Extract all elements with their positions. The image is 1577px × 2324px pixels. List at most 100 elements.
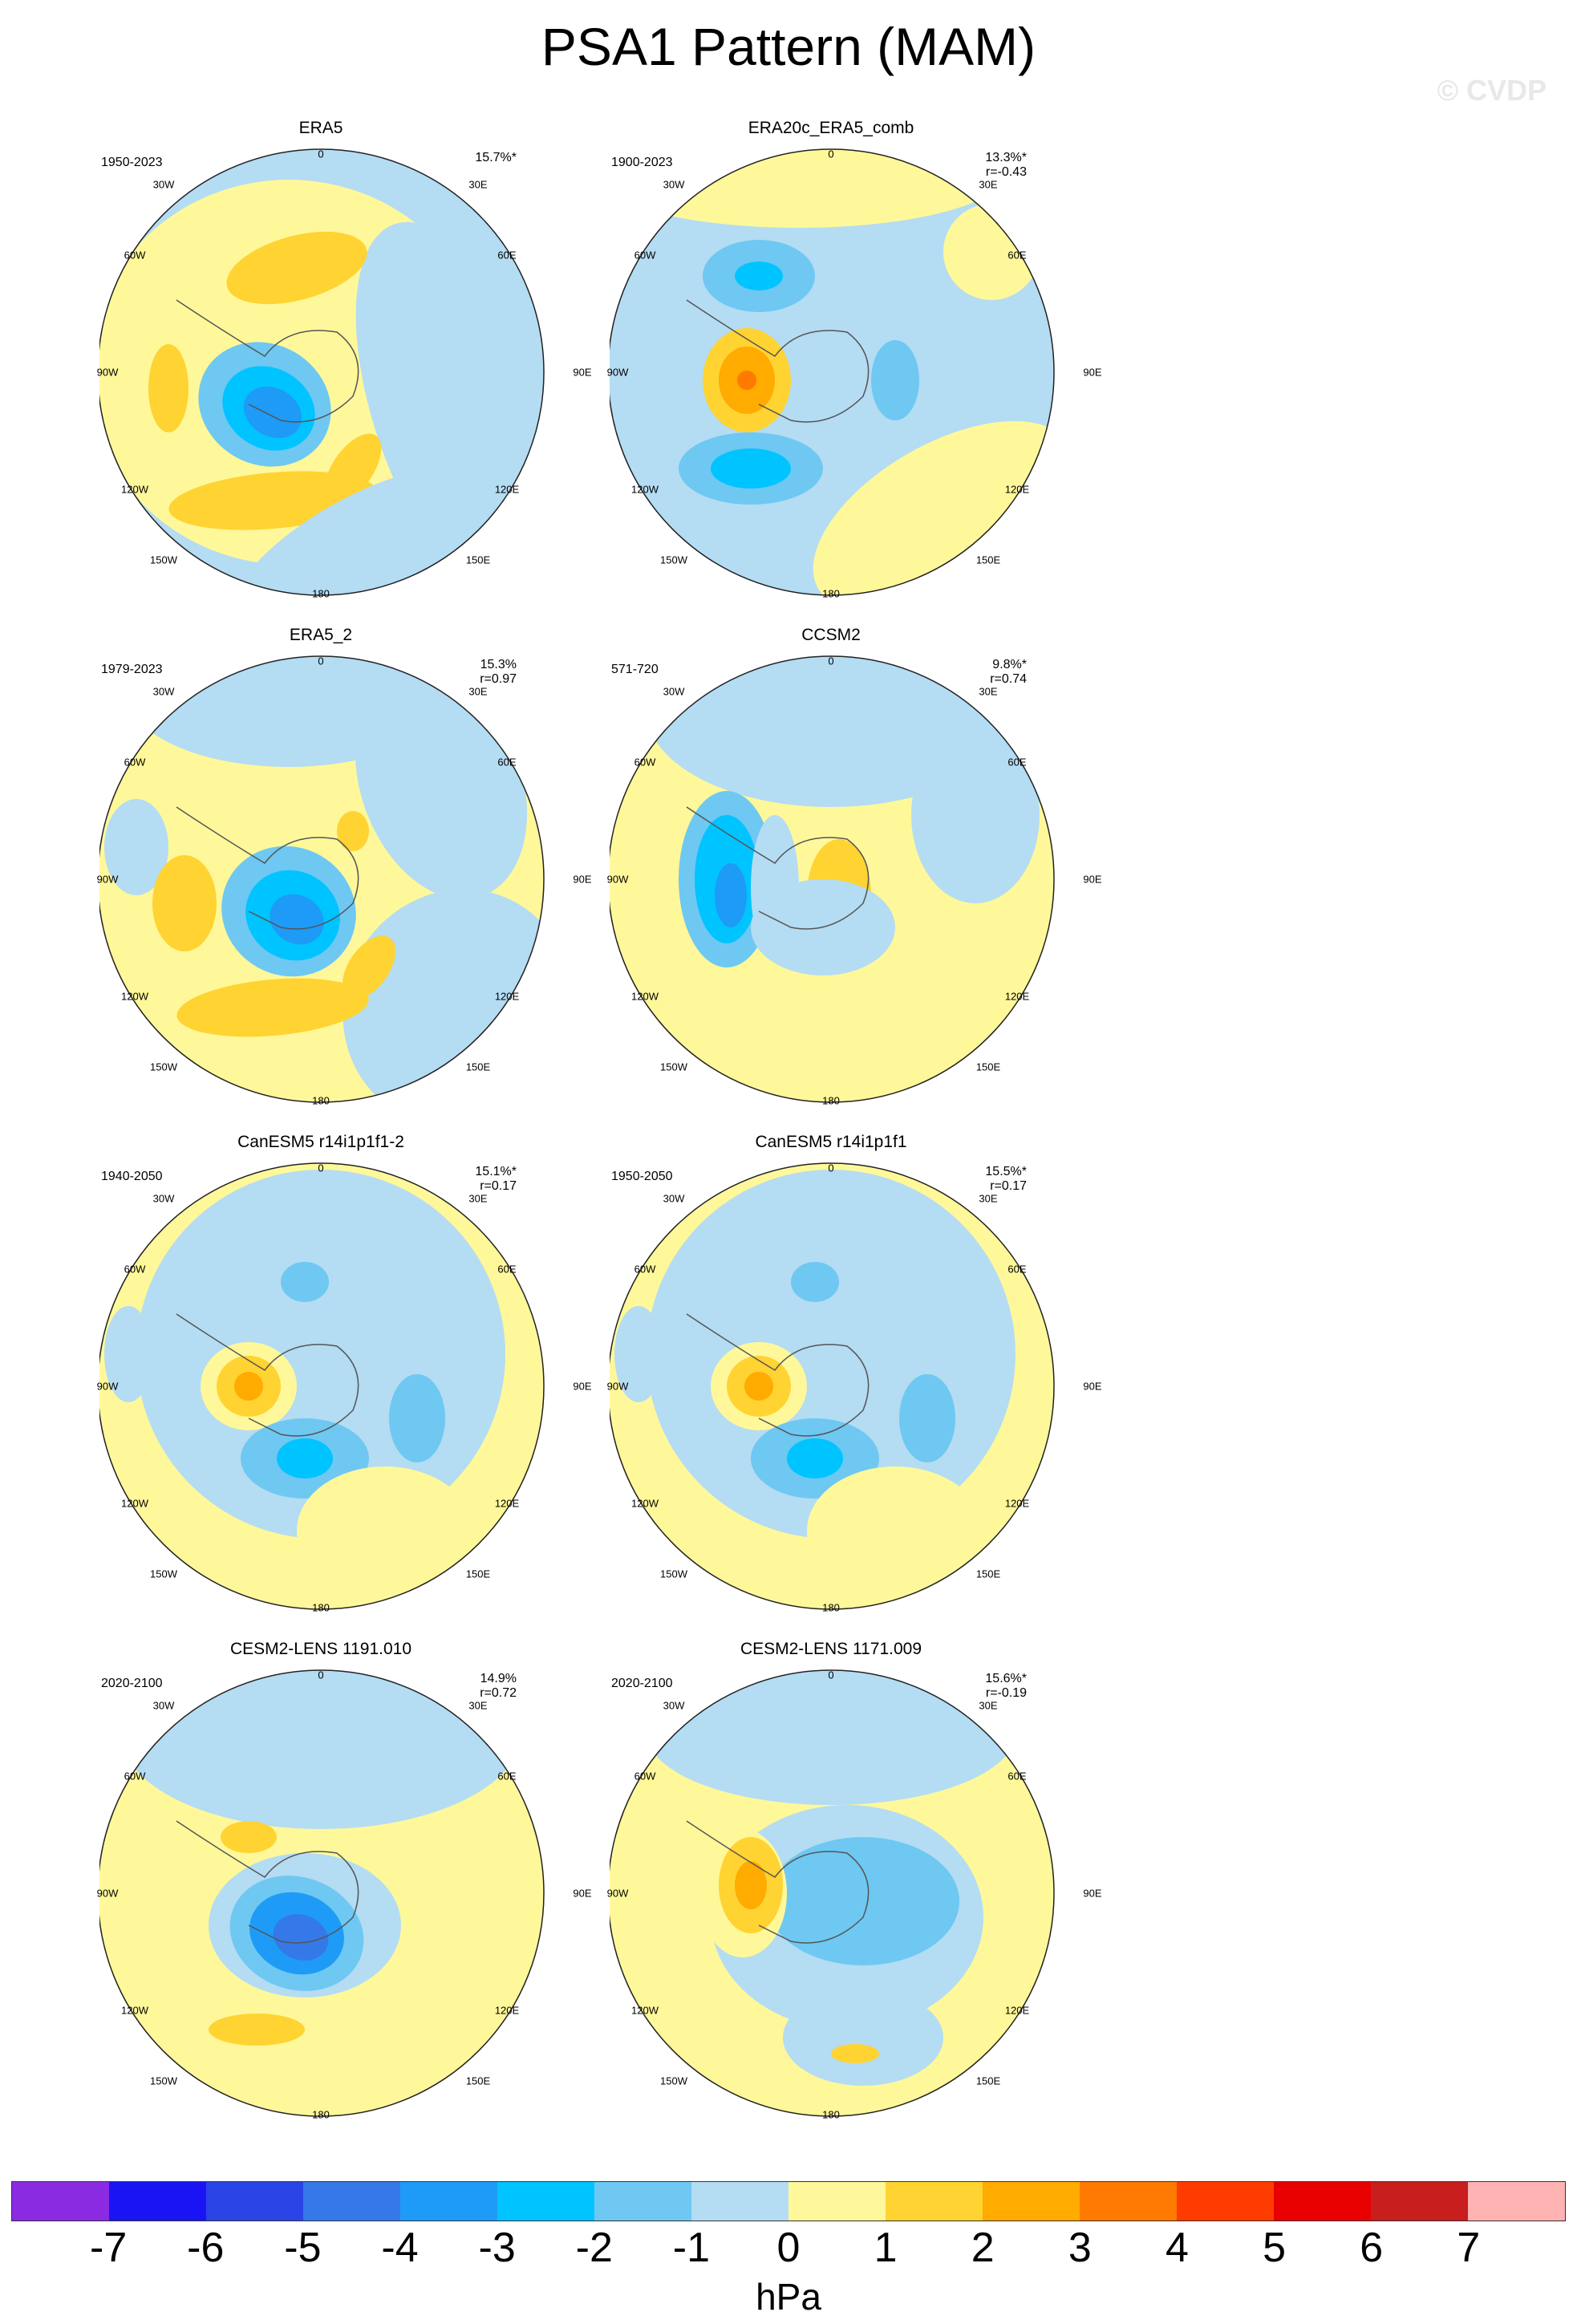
map-coordinate-label: 180: [822, 1601, 840, 1614]
map-coordinate-label: 60E: [497, 1263, 517, 1276]
panel-variance: 15.3%: [480, 658, 517, 671]
map-panel: ERA5_2 1979-2023 15.3% r=0.97 0 30E 60E 90E 120E…: [96, 626, 592, 1123]
anomaly-contour: [787, 1438, 843, 1478]
coastline: [176, 806, 359, 930]
map-coordinate-label: 30W: [663, 178, 685, 191]
map-coordinate-label: 150W: [150, 554, 177, 566]
map-boundary: [99, 1162, 545, 1610]
polar-map: [99, 1162, 545, 1610]
anomaly-contour: [273, 1914, 329, 1961]
map-coordinate-label: 90W: [606, 366, 629, 379]
map-coordinate-label: 30W: [663, 1699, 685, 1712]
panel-variance: 9.8%*: [992, 658, 1027, 671]
figure-title: PSA1 Pattern (MAM): [541, 17, 1036, 76]
colorbar-tick-label: 2: [971, 2225, 995, 2271]
map-coordinate-label: 150W: [150, 1061, 177, 1073]
map-coordinate-label: 60E: [1007, 249, 1027, 262]
map-coordinate-label: 120E: [1004, 483, 1030, 496]
anomaly-contour: [226, 231, 367, 305]
panel-period: 1950-2023: [101, 156, 163, 169]
map-coordinate-label: 90W: [96, 1887, 119, 1900]
map-coordinate-label: 30W: [663, 1192, 685, 1205]
panel-variance: 15.5%*: [985, 1165, 1027, 1178]
anomaly-contour: [324, 433, 382, 504]
anomaly-contour: [234, 1372, 263, 1401]
anomaly-contour: [104, 1306, 152, 1402]
anomaly-contour: [791, 1262, 839, 1302]
anomaly-contour: [711, 448, 791, 489]
polar-map: [610, 1162, 1055, 1610]
map-coordinate-label: 90W: [96, 1380, 119, 1393]
map-coordinate-label: 0: [828, 148, 834, 160]
map-boundary: [99, 655, 545, 1103]
map-coordinate-label: 180: [822, 2108, 840, 2121]
panel-title: CESM2-LENS 1191.010: [229, 1640, 412, 1658]
map-coordinate-label: 60E: [497, 1770, 517, 1783]
map-coordinate-label: 90W: [96, 873, 119, 886]
map-coordinate-label: 90E: [1083, 1380, 1102, 1393]
colorbar-swatch: [206, 2182, 303, 2221]
map-coordinate-label: 30W: [152, 1699, 175, 1712]
map-boundary: [610, 1669, 1055, 2117]
map-coordinate-label: 30E: [979, 1699, 998, 1712]
colorbar-swatch: [594, 2182, 691, 2221]
map-coordinate-label: 60E: [1007, 1263, 1027, 1276]
map-coordinate-label: 30E: [979, 685, 998, 698]
anomaly-contour: [831, 2044, 879, 2063]
colorbar-swatch: [691, 2182, 788, 2221]
anomaly-contour: [807, 1466, 983, 1595]
polar-map: [610, 1669, 1055, 2117]
anomaly-contour: [209, 2014, 305, 2046]
map-coordinate-label: 120E: [1004, 1497, 1030, 1510]
map-coordinate-label: 180: [822, 1094, 840, 1107]
map-boundary: [610, 655, 1055, 1103]
anomaly-contour: [152, 855, 217, 951]
map-coordinate-label: 120W: [631, 1497, 659, 1510]
colorbar-tick-label: -6: [187, 2225, 225, 2271]
map-coordinate-label: 60E: [1007, 1770, 1027, 1783]
colorbar: [11, 2181, 1566, 2221]
map-coordinate-label: 150W: [660, 1568, 687, 1580]
colorbar-swatch: [983, 2182, 1080, 2221]
panel-title: ERA5_2: [289, 626, 353, 644]
anomaly-contour: [735, 262, 783, 290]
panel-period: 571-720: [611, 663, 659, 676]
map-coordinate-label: 150W: [150, 1568, 177, 1580]
map-coordinate-label: 180: [312, 2108, 330, 2121]
map-coordinate-label: 60W: [124, 756, 146, 769]
map-coordinate-label: 30E: [979, 178, 998, 191]
panel-correlation: r=0.17: [480, 1179, 517, 1193]
map-boundary: [610, 1162, 1055, 1610]
map-coordinate-label: 120W: [631, 2004, 659, 2017]
coastline: [176, 1313, 359, 1437]
map-coordinate-label: 30W: [152, 685, 175, 698]
panel-variance: 13.3%*: [985, 151, 1027, 164]
anomaly-contour: [343, 935, 395, 1000]
watermark: © CVDP: [1437, 74, 1547, 107]
anomaly-contour: [744, 1372, 773, 1401]
map-coordinate-label: 0: [318, 1162, 324, 1174]
colorbar-swatch: [1080, 2182, 1177, 2221]
map-panel: CanESM5 r14i1p1f1 1950-2050 15.5%* r=0.17 0 3…: [606, 1133, 1102, 1630]
map-coordinate-label: 30E: [468, 685, 488, 698]
map-coordinate-label: 120W: [631, 483, 659, 496]
map-coordinate-label: 150E: [975, 2075, 1001, 2087]
map-coordinate-label: 0: [828, 655, 834, 667]
colorbar-swatch: [1371, 2182, 1468, 2221]
map-coordinate-label: 90W: [606, 1380, 629, 1393]
panel-title: CanESM5 r14i1p1f1: [755, 1133, 907, 1151]
anomaly-contour: [270, 894, 324, 945]
colorbar-tick-label: -1: [672, 2225, 710, 2271]
panel-variance: 14.9%: [480, 1672, 517, 1685]
map-panel: CESM2-LENS 1191.010 2020-2100 14.9% r=0.72 0…: [96, 1640, 592, 2137]
colorbar-swatch: [303, 2182, 400, 2221]
coastline: [686, 806, 870, 930]
colorbar-tick-label: -7: [90, 2225, 128, 2271]
anomaly-contour: [277, 1438, 333, 1478]
anomaly-contour: [715, 863, 747, 927]
anomaly-contour: [813, 420, 1054, 595]
map-coordinate-label: 0: [318, 655, 324, 667]
map-coordinate-label: 180: [312, 1094, 330, 1107]
map-panel: ERA5 1950-2023 15.7%* 0 30E 60E 90E 120E 150E 180…: [97, 119, 592, 616]
map-coordinate-label: 90E: [1083, 873, 1102, 886]
